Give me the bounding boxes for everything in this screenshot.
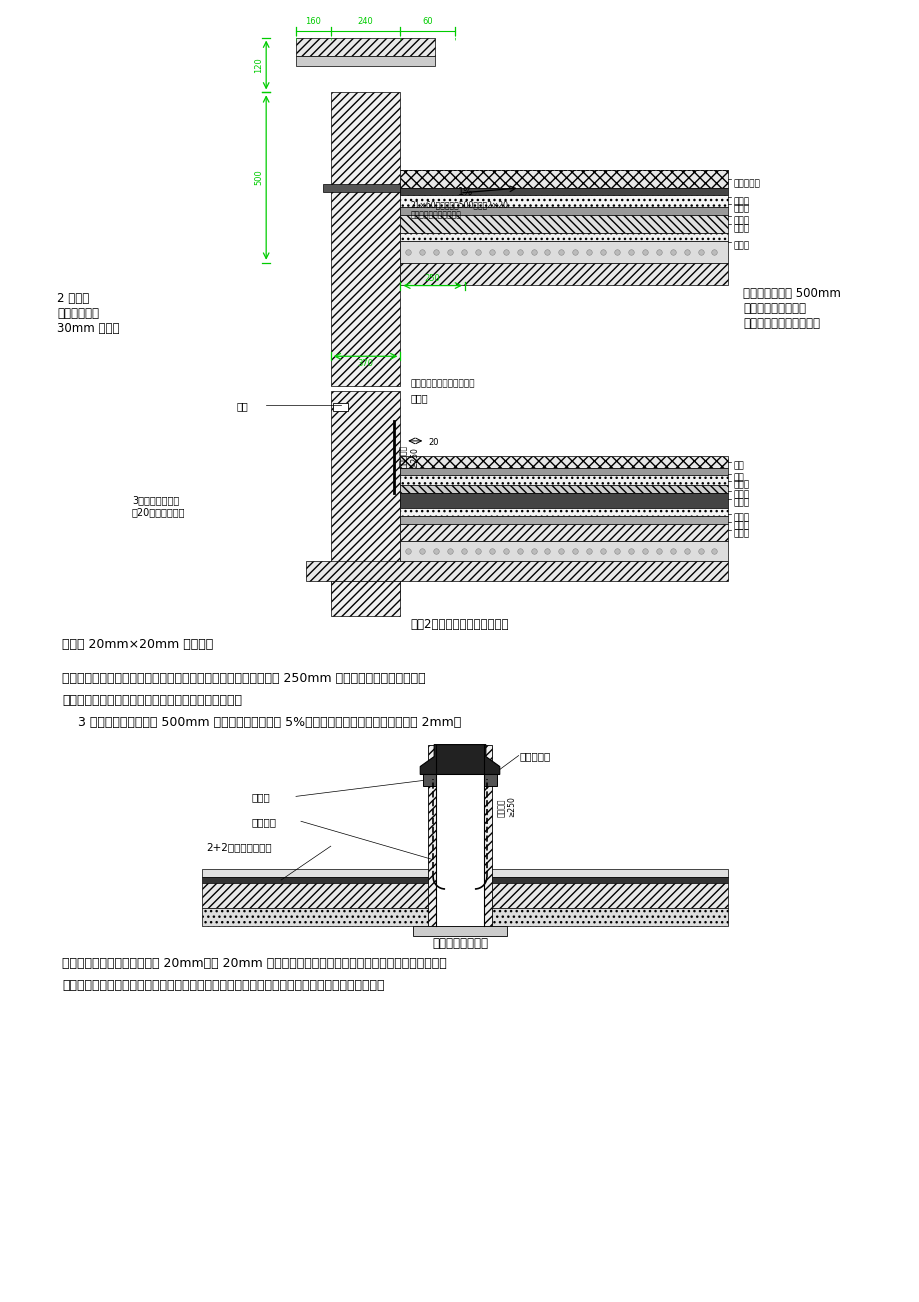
Text: 屋面儿墙及泛水处收头做法: 屋面儿墙及泛水处收头做法 [410,379,474,388]
Bar [413,926,506,936]
Bar [423,775,496,786]
Text: 防水保护层: 防水保护层 [732,178,759,187]
Bar [400,542,728,561]
Text: 找坡层: 找坡层 [732,522,749,530]
Bar [400,187,728,195]
Text: 密封膏: 密封膏 [410,393,427,404]
Text: 250: 250 [424,273,439,283]
Text: 3 屋面收水口周围直径 500mm 范围内坡度不应小于 5%，并用防水涂料封涂，厚度不小于 2mm。: 3 屋面收水口周围直径 500mm 范围内坡度不应小于 5%，并用防水涂料封涂，… [62,716,461,729]
Bar [331,391,400,600]
Bar [323,184,400,191]
Bar [333,404,347,411]
Text: 20: 20 [427,437,438,447]
Text: 500: 500 [254,169,263,185]
Text: 防水卷材箍紧，并用密封材料封严，做法如下图所示。: 防水卷材箍紧，并用密封材料封严，做法如下图所示。 [62,694,242,707]
Bar [201,878,728,883]
Bar [400,475,728,484]
Text: 240: 240 [357,17,373,26]
Bar [400,456,728,467]
Text: 找坡层: 找坡层 [732,216,749,225]
Bar [427,745,436,926]
Bar [483,745,492,926]
Text: 防水层: 防水层 [732,197,749,206]
Bar [331,581,400,616]
Text: 保温层: 保温层 [732,224,749,233]
Text: 屋面2女儿墙及泛水处防水做法: 屋面2女儿墙及泛水处防水做法 [410,618,509,631]
Text: 保温层: 保温层 [732,491,749,500]
Bar [331,92,400,387]
Bar [201,868,728,878]
Text: 面管道根部直径 500mm
层应抹出高度不小于
台。管道周围与找平层间: 面管道根部直径 500mm 层应抹出高度不小于 台。管道周围与找平层间 [743,286,840,329]
Text: 60: 60 [422,17,433,26]
Bar [400,492,728,508]
Bar [201,883,728,907]
Bar [400,467,728,475]
Text: 找平层: 找平层 [732,204,749,214]
Text: 2 伸出屋
范围内，找平
30mm 的圆锥: 2 伸出屋 范围内，找平 30mm 的圆锥 [57,292,119,335]
Text: 找平层: 找平层 [732,242,749,251]
Text: 伸出屋面管道做法: 伸出屋面管道做法 [432,936,487,949]
Polygon shape [420,745,499,775]
Text: 留槽: 留槽 [236,401,248,411]
Text: 防水密封膏: 防水密封膏 [519,751,550,762]
Bar [201,907,728,926]
Text: 160: 160 [305,17,321,26]
Text: 应预留 20mm×20mm 的凹槽。: 应预留 20mm×20mm 的凹槽。 [62,638,213,651]
Text: 金属箍: 金属箍 [251,793,269,802]
Bar [296,56,435,65]
Text: 金属套管: 金属套管 [251,818,276,827]
Bar [400,233,728,241]
Text: 水落口与基层接触处，应留宽 20mm，深 20mm 凹槽，嵌填密封材料。待雨水斗在屋面板预留洞中固定: 水落口与基层接触处，应留宽 20mm，深 20mm 凹槽，嵌填密封材料。待雨水斗… [62,957,447,970]
Bar [306,561,728,581]
Text: 后，将防水卷入斗内即可，待防水层验收合格后，再将虹吸排水收水口的压盘与雨水斗连接固定。: 后，将防水卷入斗内即可，待防水层验收合格后，再将虹吸排水收水口的压盘与雨水斗连接… [62,979,384,992]
Bar [400,484,728,492]
Text: 垫层: 垫层 [732,474,743,483]
Text: 370: 370 [357,359,373,368]
Bar [400,508,728,516]
Text: 3厚聚合物砂浆粘
贴20厚挤塑聚苯板: 3厚聚合物砂浆粘 贴20厚挤塑聚苯板 [131,496,186,517]
Text: 防水上卷
≥250: 防水上卷 ≥250 [496,797,516,818]
Bar [400,523,728,542]
Text: 1%: 1% [458,187,472,197]
Bar [400,195,728,207]
Bar [436,745,483,926]
Bar [400,207,728,215]
Text: 2+2厚自粘防水卷材: 2+2厚自粘防水卷材 [206,842,272,853]
Text: 防水层上卷
≥250: 防水层上卷 ≥250 [399,445,418,469]
Bar [400,263,728,285]
Text: 找平层: 找平层 [732,513,749,522]
Bar [400,215,728,233]
Bar [400,516,728,523]
Text: 并用密封材料嵌填严密。防水卷材包管高度应在屋面建筑面层高度 250mm 以上，收头处应用金属箍将: 并用密封材料嵌填严密。防水卷材包管高度应在屋面建筑面层高度 250mm 以上，收… [62,672,425,685]
Text: 120: 120 [254,57,263,73]
Text: 21×60水泥钉中距500，固定2×20
宽钢压条，外涂密封材料: 21×60水泥钉中距500，固定2×20 宽钢压条，外涂密封材料 [410,201,508,219]
Bar [400,241,728,263]
Text: 面层: 面层 [732,462,743,471]
Text: 结构层: 结构层 [732,530,749,539]
Text: 防水层: 防水层 [732,499,749,508]
Bar [400,171,728,187]
Text: 隔离层: 隔离层 [732,480,749,490]
Bar [296,38,435,56]
